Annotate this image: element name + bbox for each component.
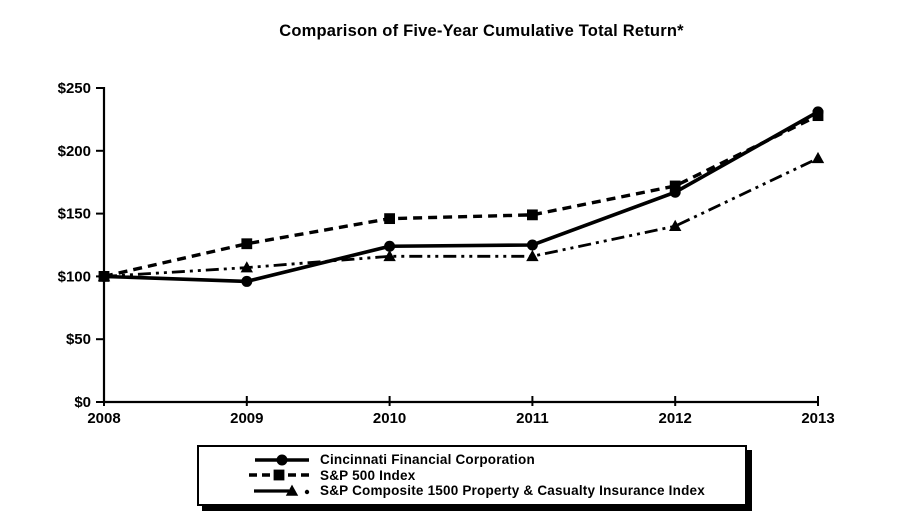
legend-marker-circle [276,454,288,465]
y-axis-tick-label: $0 [74,394,91,411]
legend-label: Cincinnati Financial Corporation [320,452,535,467]
y-axis-tick-label: $250 [58,80,91,97]
data-point-cincinnati-financial-corporation [669,186,681,198]
data-point-sp-500-index [527,209,538,221]
data-point-sp-500-index [669,180,681,192]
data-point-cincinnati-financial-corporation [526,239,538,251]
legend-line-sample-square [249,469,312,481]
legend-line-sample-circle [255,454,309,465]
data-point-cincinnati-financial-corporation [384,240,396,252]
data-point-sp-composite-1500-property-casualty-insurance-index [669,219,682,231]
data-point-sp-composite-1500-property-casualty-insurance-index [383,249,396,262]
x-axis-tick-label: 2011 [516,410,549,427]
series-line-cincinnati-financial-corporation [103,110,819,284]
legend-item-sp-1500-pc: S&P Composite 1500 Property & Casualty I… [249,483,745,498]
legend-marker-square [273,469,285,481]
data-point-sp-composite-1500-property-casualty-insurance-index [811,151,825,164]
legend-marker-triangle [285,484,299,496]
data-point-sp-composite-1500-property-casualty-insurance-index [526,249,539,262]
y-axis-tick-label: $200 [58,143,91,160]
x-axis-tick-label: 2012 [659,410,692,427]
line-chart-plot-area: $0 $50 $100 $150 $200 $250 2008 2009 2010 2011 201… [58,80,835,427]
x-axis-tick-label: 2009 [230,410,263,427]
data-point-sp-composite-1500-property-casualty-insurance-index [240,261,253,273]
x-axis-tick-label: 2008 [87,410,120,427]
chart-legend: Cincinnati Financial Corporation S&P 500… [197,445,747,506]
legend-item-sp-500: S&P 500 Index [249,468,745,483]
legend-line-sample-triangle [254,484,310,496]
legend-item-cincinnati-financial: Cincinnati Financial Corporation [249,452,745,467]
legend-marker-dot [304,489,310,494]
data-point-sp-500-index [384,213,395,225]
y-axis-tick-label: $100 [58,268,91,285]
data-point-cincinnati-financial-corporation [241,275,253,287]
x-axis-tick-label: 2013 [801,410,834,427]
data-point-cincinnati-financial-corporation [812,106,824,118]
chart-title: Comparison of Five-Year Cumulative Total… [279,22,684,40]
legend-label: S&P Composite 1500 Property & Casualty I… [320,483,705,498]
data-point-cincinnati-financial-corporation [98,270,110,282]
y-axis-tick-label: $150 [58,206,91,223]
legend-label: S&P 500 Index [320,467,416,483]
series-line-sp-500-index [103,114,819,279]
data-point-sp-500-index [241,238,253,250]
y-axis-tick-label: $50 [66,331,91,348]
x-axis-tick-label: 2010 [373,410,406,427]
